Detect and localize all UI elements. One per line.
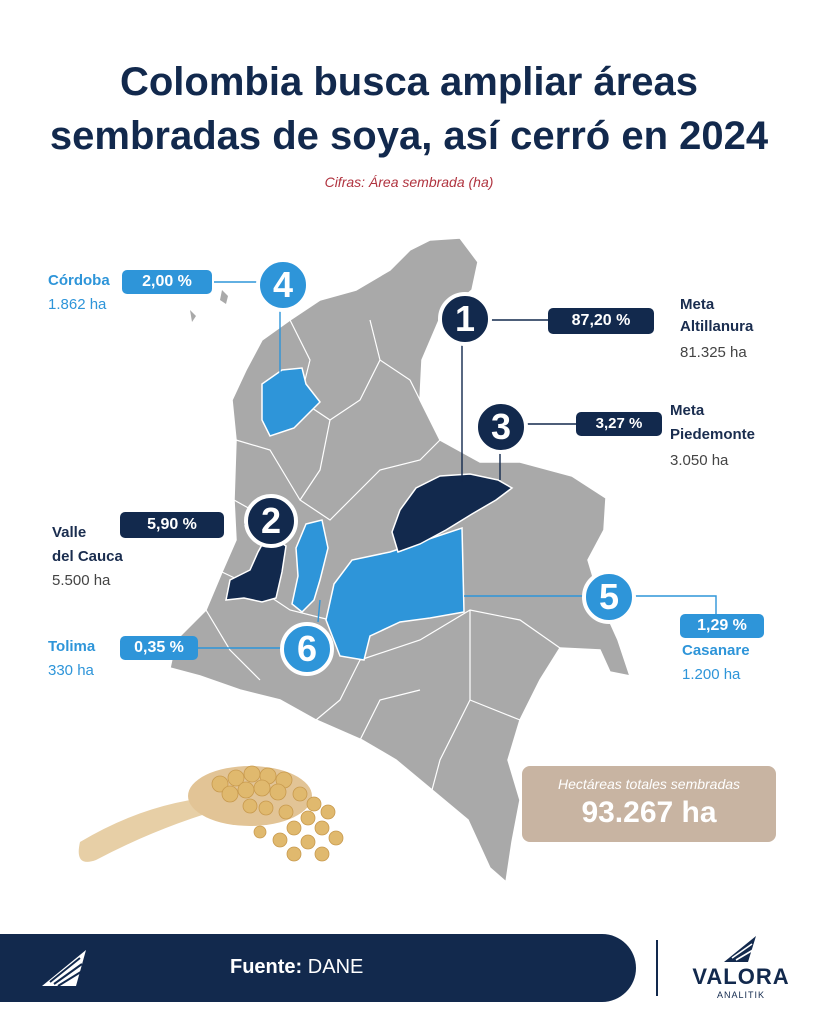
- brand-subtitle: ANALITIK: [716, 990, 765, 1000]
- source-label: Fuente:: [230, 956, 303, 978]
- marker-6: 6: [280, 622, 334, 676]
- area-valle-del-cauca: 5.500 ha: [52, 572, 111, 589]
- area-tolima: 330 ha: [48, 662, 94, 679]
- leader-lines-blue: [196, 281, 717, 649]
- label-meta-altillanura-line1: Meta: [680, 296, 715, 313]
- footer-bar: [0, 934, 636, 1002]
- area-cordoba: 1.862 ha: [48, 296, 107, 313]
- region-valle-del-cauca: [225, 532, 287, 603]
- label-valle-del-cauca-line1: Valle: [52, 524, 87, 541]
- region-tolima: [291, 519, 329, 614]
- percent-badge-valle-del-cauca: 5,90 %: [120, 512, 224, 538]
- brand-name: VALORA: [692, 964, 790, 989]
- area-meta-altillanura: 81.325 ha: [680, 344, 747, 361]
- region-cordoba: [261, 367, 321, 437]
- total-area-box: Hectáreas totales sembradas 93.267 ha: [522, 766, 776, 842]
- percent-badge-meta-piedemonte: 3,27 %: [576, 412, 662, 436]
- valora-brand-icon: [724, 936, 756, 962]
- department-borders: [205, 319, 561, 791]
- valora-logo-icon: [42, 950, 86, 987]
- marker-3: 3: [474, 400, 528, 454]
- label-cordoba: Córdoba: [48, 272, 110, 289]
- page-title-line-2: sembradas de soya, así cerró en 2024: [49, 114, 769, 158]
- soybeans-cluster: [190, 754, 360, 864]
- marker-5: 5: [582, 570, 636, 624]
- percent-badge-cordoba: 2,00 %: [122, 270, 212, 294]
- label-meta-piedemonte-line2: Piedemonte: [670, 426, 756, 443]
- area-meta-piedemonte: 3.050 ha: [670, 452, 729, 469]
- marker-1: 1: [438, 292, 492, 346]
- label-casanare: Casanare: [682, 642, 750, 659]
- page-title-line-1: Colombia busca ampliar áreas: [119, 60, 698, 104]
- total-value: 93.267 ha: [581, 796, 717, 829]
- label-valle-del-cauca-line2: del Cauca: [52, 548, 123, 565]
- percent-badge-casanare: 1,29 %: [680, 614, 764, 638]
- region-casanare: [325, 526, 465, 661]
- island-providencia: [190, 310, 196, 322]
- region-meta-altillanura: [391, 473, 514, 553]
- footer-source: Fuente: DANE: [230, 956, 363, 979]
- footer-divider: [656, 940, 658, 996]
- subtitle: Cifras: Área sembrada (ha): [324, 174, 494, 190]
- marker-4: 4: [256, 258, 310, 312]
- label-tolima: Tolima: [48, 638, 96, 655]
- source-value: DANE: [307, 956, 364, 978]
- island-san-andres: [220, 290, 228, 304]
- percent-badge-meta-altillanura: 87,20 %: [548, 308, 654, 334]
- marker-2: 2: [244, 494, 298, 548]
- label-meta-piedemonte-line1: Meta: [670, 402, 705, 419]
- label-meta-altillanura-line2: Altillanura: [680, 318, 754, 335]
- total-caption: Hectáreas totales sembradas: [557, 776, 741, 792]
- area-casanare: 1.200 ha: [682, 666, 741, 683]
- percent-badge-tolima: 0,35 %: [120, 636, 198, 660]
